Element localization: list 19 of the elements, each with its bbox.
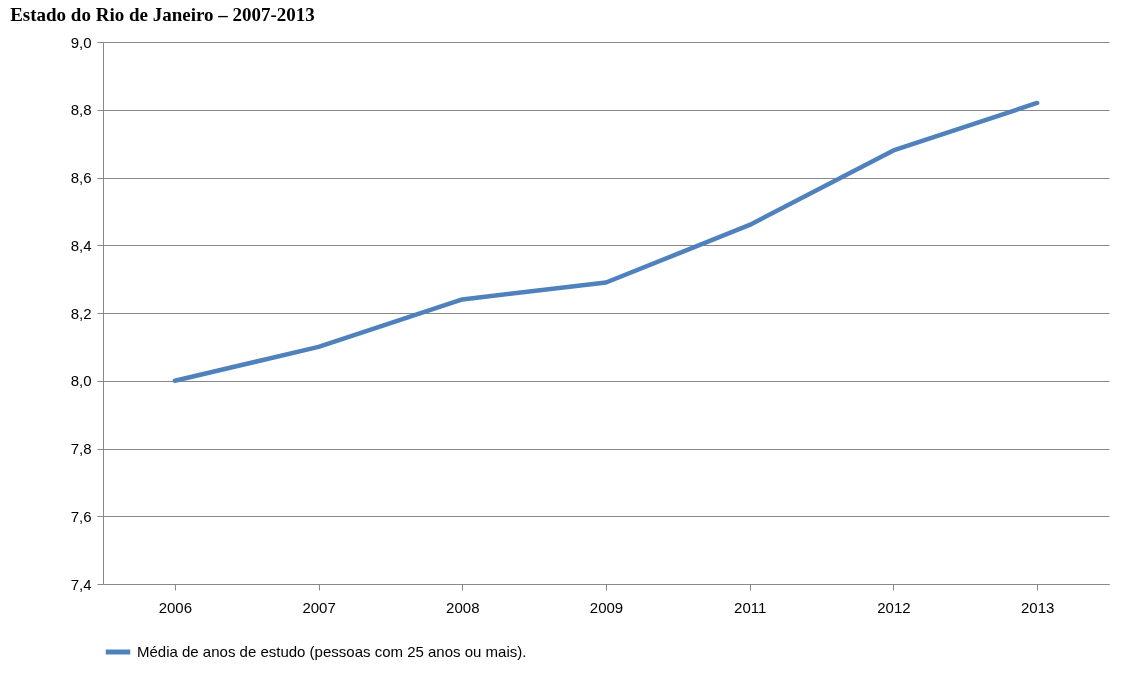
y-tick-label: 8,2	[70, 304, 92, 322]
y-tick-label: 7,8	[70, 440, 92, 457]
y-tick-label: 7,4	[70, 575, 92, 593]
y-tick-label: 9,0	[70, 33, 92, 51]
x-tick-label: 2008	[446, 598, 480, 616]
x-tick-label: 2006	[158, 598, 193, 616]
y-tick-label: 7,6	[70, 507, 92, 525]
legend-label: Média de anos de estudo (pessoas com 25 anos ou mais).	[137, 643, 527, 660]
y-tick-label: 8,0	[70, 372, 92, 390]
x-tick-label: 2012	[877, 598, 911, 616]
x-tick-label: 2011	[734, 598, 767, 616]
x-tick-label: 2013	[1020, 598, 1055, 616]
x-tick-label: 2007	[302, 598, 336, 616]
y-tick-label: 8,6	[70, 169, 92, 186]
chart-title: Estado do Rio de Janeiro – 2007-2013	[10, 4, 315, 25]
y-tick-label: 8,4	[70, 236, 92, 254]
y-tick-label: 8,8	[70, 101, 92, 119]
x-tick-label: 2009	[589, 598, 624, 616]
line-series	[172, 100, 1040, 383]
